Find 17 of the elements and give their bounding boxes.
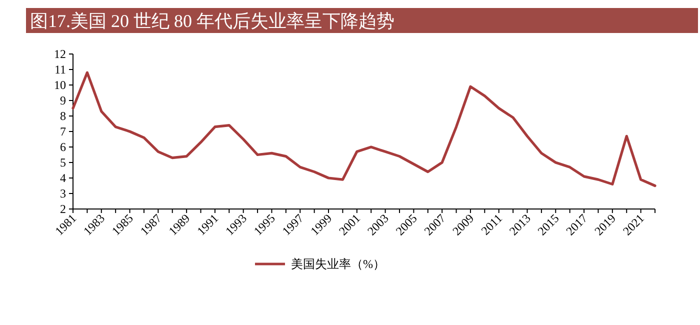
y-tick-label: 10 [54,78,66,92]
y-tick-label: 5 [60,156,66,170]
y-tick-label: 11 [54,62,66,76]
chart-title: 图17.美国 20 世纪 80 年代后失业率呈下降趋势 [30,11,394,31]
y-tick-label: 8 [60,109,66,123]
legend: 美国失业率（%） [255,257,385,271]
x-tick-label: 2011 [478,211,505,238]
y-tick-label: 2 [60,202,66,216]
line-series [72,71,656,188]
y-tick-label: 3 [60,186,66,200]
y-tick-label: 7 [60,124,66,138]
y-tick-label: 6 [60,140,66,154]
y-tick-label: 9 [60,94,66,108]
y-tick-label: 12 [54,47,66,61]
title: 图17.美国 20 世纪 80 年代后失业率呈下降趋势 [26,8,698,33]
legend-label: 美国失业率（%） [291,257,385,271]
y-tick-label: 4 [60,171,66,185]
